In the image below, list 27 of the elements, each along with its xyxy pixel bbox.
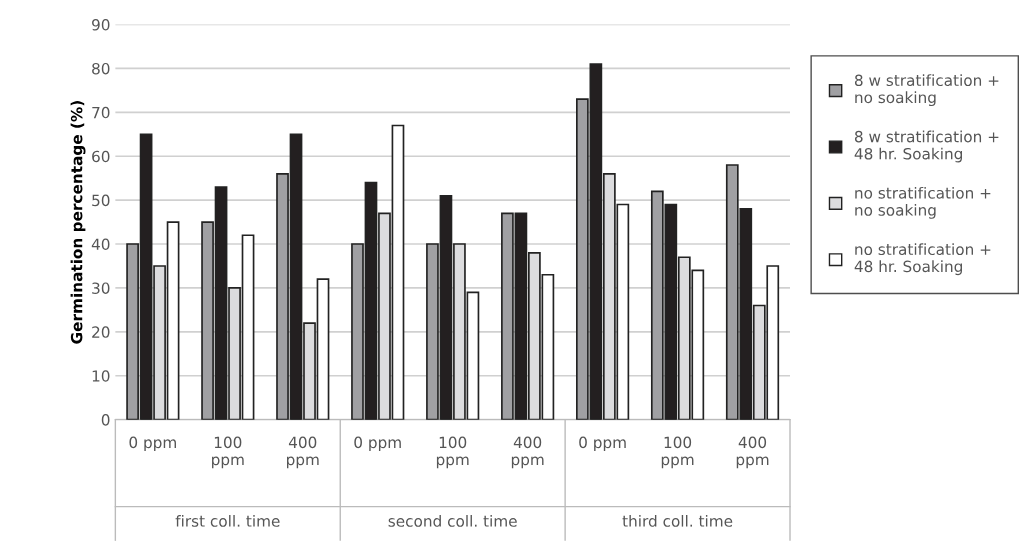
x-tick-label: 100 ppm (436, 436, 469, 469)
y-tick-label: 10 (92, 370, 110, 382)
x-tick-label: 400 ppm (287, 436, 319, 469)
x-tick-label: 0 ppm (579, 436, 626, 452)
y-tick-label: 70 (92, 106, 110, 119)
y-tick-label: 90 (92, 18, 110, 31)
x-tick-label: 400 ppm (736, 436, 769, 469)
y-tick-label: 20 (92, 326, 110, 338)
x-tick-label: 100 ppm (661, 436, 694, 469)
y-axis-title: Germination percentage (%) (70, 101, 86, 344)
x-tick-label: 0 ppm (354, 436, 401, 452)
y-tick-label: 30 (92, 282, 110, 294)
x-tick-label: 400 ppm (511, 436, 544, 469)
legend-label: 8 w stratification + no soaking (854, 74, 999, 107)
text: second coll. time (388, 514, 517, 527)
legend-label: 8 w stratification + 48 hr. Soaking (854, 130, 999, 163)
legend-label: no stratification + 48 hr. Soaking (854, 243, 991, 276)
x-tick-label: 100 ppm (212, 436, 244, 469)
x-tick-label: 0 ppm (129, 436, 176, 452)
y-tick-label: 40 (91, 238, 110, 251)
text: first coll. time (175, 514, 280, 527)
y-tick-label: 50 (92, 194, 110, 207)
y-tick-label: 0 (101, 414, 110, 426)
y-tick-label: 60 (92, 150, 110, 163)
text: third coll. time (622, 514, 733, 527)
legend-label: no stratification + no soaking (855, 186, 991, 219)
y-tick-label: 80 (92, 62, 110, 75)
